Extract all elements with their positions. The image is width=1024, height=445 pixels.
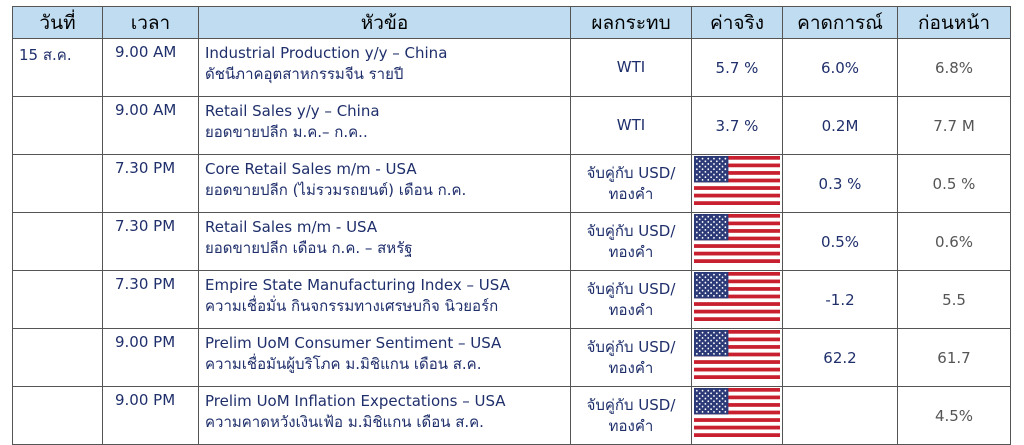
header-previous: ก่อนหน้า	[897, 6, 1011, 39]
topic-english: Industrial Production y/y – China	[205, 44, 448, 62]
row-time: 9.00 AM	[102, 38, 199, 97]
row-date	[12, 96, 103, 155]
row-topic: Industrial Production y/y – China ดัชนีภ…	[198, 38, 571, 97]
us-flag-icon	[694, 156, 780, 205]
row-actual: 5.7 %	[691, 38, 783, 97]
table-row: 15 ส.ค. 9.00 AM Industrial Production y/…	[12, 38, 1011, 97]
row-forecast: 0.5%	[782, 212, 898, 271]
row-date	[12, 386, 103, 445]
row-date	[12, 212, 103, 271]
row-actual	[691, 328, 783, 387]
row-previous: 6.8%	[897, 38, 1011, 97]
row-actual	[691, 154, 783, 213]
row-impact: WTI	[570, 96, 692, 155]
row-forecast: 0.2M	[782, 96, 898, 155]
row-impact: จับคู่กับ USD/ ทองคำ	[570, 212, 692, 271]
row-time: 7.30 PM	[102, 212, 199, 271]
table-row: 7.30 PM Retail Sales m/m - USA ยอดขายปลี…	[12, 212, 1011, 271]
row-forecast: 6.0%	[782, 38, 898, 97]
impact-line-1: จับคู่กับ USD/	[586, 395, 676, 414]
row-date	[12, 270, 103, 329]
topic-english: Prelim UoM Inflation Expectations – USA	[205, 392, 506, 410]
topic-thai: ยอดขายปลีก ม.ค.– ก.ค..	[205, 123, 368, 141]
header-actual: ค่าจริง	[691, 6, 783, 39]
impact-line-1: WTI	[616, 58, 646, 76]
impact-line-2: ทองคำ	[608, 184, 654, 203]
row-topic: Empire State Manufacturing Index – USA ค…	[198, 270, 571, 329]
table-row: 9.00 PM Prelim UoM Consumer Sentiment – …	[12, 328, 1011, 387]
header-forecast: คาดการณ์	[782, 6, 898, 39]
impact-line-1: จับคู่กับ USD/	[586, 337, 676, 356]
row-actual	[691, 270, 783, 329]
table-row: 9.00 PM Prelim UoM Inflation Expectation…	[12, 386, 1011, 445]
row-impact: จับคู่กับ USD/ ทองคำ	[570, 386, 692, 445]
row-topic: Core Retail Sales m/m - USA ยอดขายปลีก (…	[198, 154, 571, 213]
row-date	[12, 328, 103, 387]
header-date: วันที่	[12, 6, 103, 39]
table-row: 9.00 AM Retail Sales y/y – China ยอดขายป…	[12, 96, 1011, 155]
us-flag-icon	[694, 330, 780, 379]
us-flag-icon	[694, 388, 780, 437]
row-time: 7.30 PM	[102, 154, 199, 213]
row-time: 9.00 PM	[102, 328, 199, 387]
row-time: 9.00 AM	[102, 96, 199, 155]
row-impact: WTI	[570, 38, 692, 97]
topic-thai: ความเชื่อมั่น กินจกรรมทางเศรษบกิจ นิวยอร…	[205, 297, 499, 315]
row-date: 15 ส.ค.	[12, 38, 103, 97]
economic-calendar-table: วันที่ เวลา หัวข้อ ผลกระทบ ค่าจริง คาดกา…	[12, 6, 1011, 445]
impact-line-2: ทองคำ	[608, 242, 654, 261]
row-impact: จับคู่กับ USD/ ทองคำ	[570, 328, 692, 387]
impact-line-1: WTI	[616, 116, 646, 134]
row-previous: 61.7	[897, 328, 1011, 387]
row-date	[12, 154, 103, 213]
row-time: 9.00 PM	[102, 386, 199, 445]
impact-line-1: จับคู่กับ USD/	[586, 221, 676, 240]
topic-thai: ยอดขายปลีก (ไม่รวมรถยนต์) เดือน ก.ค.	[205, 181, 467, 199]
topic-english: Retail Sales y/y – China	[205, 102, 380, 120]
impact-line-1: จับคู่กับ USD/	[586, 163, 676, 182]
header-impact: ผลกระทบ	[570, 6, 692, 39]
header-time: เวลา	[102, 6, 199, 39]
topic-english: Retail Sales m/m - USA	[205, 218, 378, 236]
row-forecast	[782, 386, 898, 445]
header-topic: หัวข้อ	[198, 6, 571, 39]
topic-english: Core Retail Sales m/m - USA	[205, 160, 417, 178]
row-impact: จับคู่กับ USD/ ทองคำ	[570, 270, 692, 329]
header-row: วันที่ เวลา หัวข้อ ผลกระทบ ค่าจริง คาดกา…	[12, 6, 1011, 39]
impact-line-1: จับคู่กับ USD/	[586, 279, 676, 298]
row-previous: 7.7 M	[897, 96, 1011, 155]
impact-line-2: ทองคำ	[608, 300, 654, 319]
row-impact: จับคู่กับ USD/ ทองคำ	[570, 154, 692, 213]
row-previous: 0.5 %	[897, 154, 1011, 213]
impact-line-2: ทองคำ	[608, 358, 654, 377]
topic-thai: ความคาดหวังเงินเฟ้อ ม.มิชิแกน เดือน ส.ค.	[205, 413, 484, 431]
row-time: 7.30 PM	[102, 270, 199, 329]
row-previous: 5.5	[897, 270, 1011, 329]
topic-english: Prelim UoM Consumer Sentiment – USA	[205, 334, 502, 352]
row-topic: Prelim UoM Consumer Sentiment – USA ความ…	[198, 328, 571, 387]
row-previous: 4.5%	[897, 386, 1011, 445]
row-topic: Retail Sales y/y – China ยอดขายปลีก ม.ค.…	[198, 96, 571, 155]
topic-thai: ความเชื่อมันผู้บริโภค ม.มิชิแกน เดือน ส.…	[205, 355, 482, 373]
row-topic: Prelim UoM Inflation Expectations – USA …	[198, 386, 571, 445]
row-actual	[691, 386, 783, 445]
row-forecast: -1.2	[782, 270, 898, 329]
row-forecast: 0.3 %	[782, 154, 898, 213]
us-flag-icon	[694, 272, 780, 321]
table-row: 7.30 PM Empire State Manufacturing Index…	[12, 270, 1011, 329]
table-row: 7.30 PM Core Retail Sales m/m - USA ยอดข…	[12, 154, 1011, 213]
topic-english: Empire State Manufacturing Index – USA	[205, 276, 510, 294]
row-actual: 3.7 %	[691, 96, 783, 155]
row-topic: Retail Sales m/m - USA ยอดขายปลีก เดือน …	[198, 212, 571, 271]
us-flag-icon	[694, 214, 780, 263]
row-previous: 0.6%	[897, 212, 1011, 271]
topic-thai: ดัชนีภาคอุตสาหกรรมจีน รายปี	[205, 65, 404, 83]
topic-thai: ยอดขายปลีก เดือน ก.ค. – สหรัฐ	[205, 239, 413, 257]
row-forecast: 62.2	[782, 328, 898, 387]
row-actual	[691, 212, 783, 271]
